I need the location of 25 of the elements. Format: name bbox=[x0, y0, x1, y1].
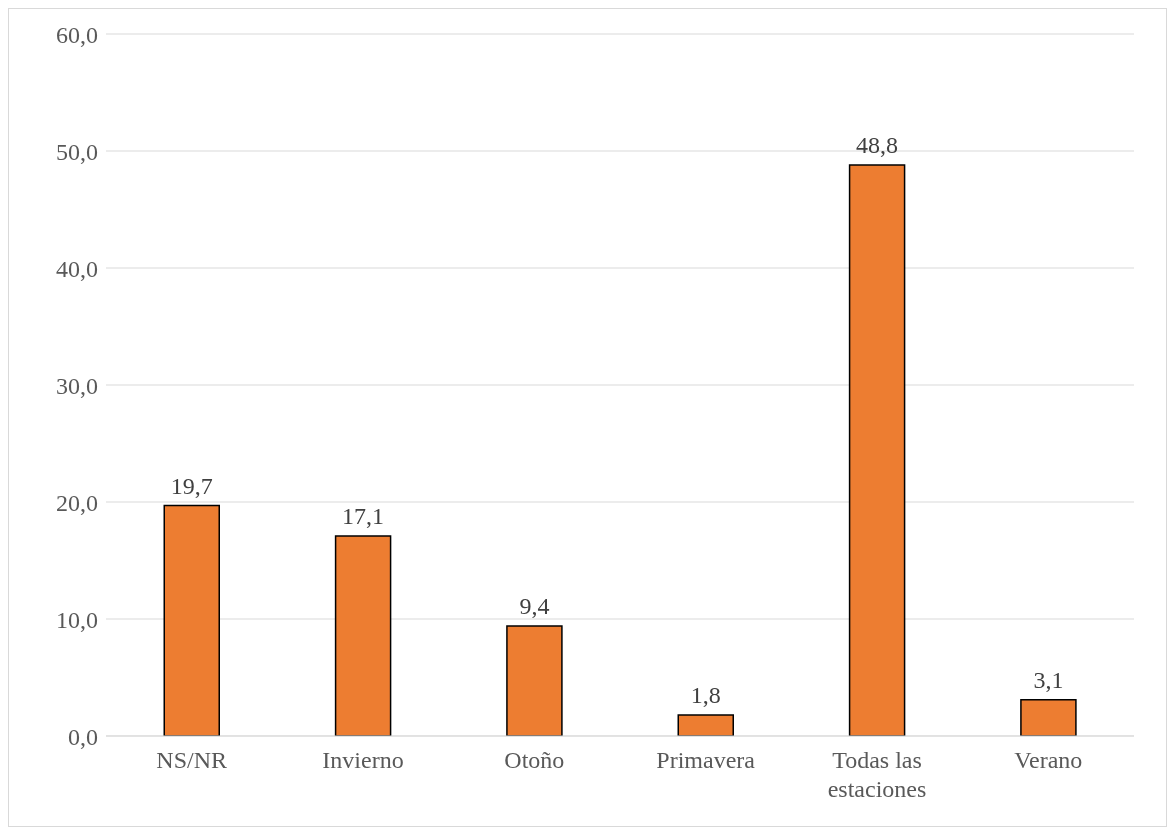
y-tick-label: 20,0 bbox=[56, 489, 98, 516]
x-tick-label: Primavera bbox=[656, 747, 756, 773]
data-label: 9,4 bbox=[519, 593, 550, 620]
bar bbox=[848, 164, 906, 736]
data-label: 17,1 bbox=[342, 502, 385, 529]
data-label: 3,1 bbox=[1033, 666, 1064, 693]
data-label: 19,7 bbox=[170, 472, 213, 499]
x-tick-label: NS/NR bbox=[156, 747, 228, 773]
y-tick-label: 10,0 bbox=[56, 606, 98, 633]
x-tick-label: Otoño bbox=[504, 747, 565, 773]
bar bbox=[1020, 698, 1077, 736]
y-tick-label: 50,0 bbox=[56, 138, 98, 165]
bar bbox=[677, 714, 734, 736]
y-tick-label: 0,0 bbox=[68, 723, 98, 750]
x-tick-label: Verano bbox=[1014, 747, 1083, 773]
data-label: 48,8 bbox=[856, 132, 899, 159]
bar bbox=[506, 625, 563, 736]
bar bbox=[163, 504, 220, 736]
x-tick-label: Invierno bbox=[322, 747, 404, 773]
y-tick-label: 30,0 bbox=[56, 372, 98, 399]
x-tick-label: Todas las estaciones bbox=[827, 747, 927, 802]
bar bbox=[334, 535, 392, 736]
y-tick-label: 60,0 bbox=[56, 21, 98, 48]
y-tick-label: 40,0 bbox=[56, 255, 98, 282]
data-label: 1,8 bbox=[690, 681, 721, 708]
